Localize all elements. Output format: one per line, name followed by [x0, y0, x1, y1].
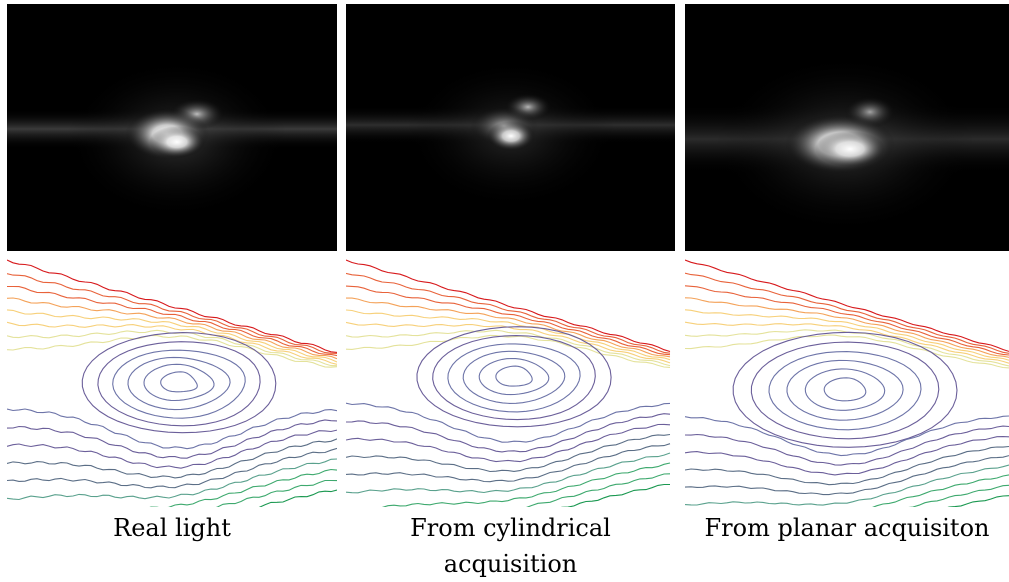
contour-line	[215, 479, 337, 507]
contour-line	[7, 458, 337, 501]
contour-line	[346, 259, 671, 353]
contour-line	[7, 438, 337, 479]
contour-line	[685, 436, 1009, 476]
contour-line	[346, 329, 671, 367]
contour-line	[526, 473, 671, 507]
contour-ring	[97, 341, 261, 427]
contour-ring	[112, 349, 246, 419]
contour-line	[685, 309, 1009, 361]
contour-ring	[143, 363, 215, 402]
contour-line	[346, 413, 671, 453]
contour-line	[346, 309, 671, 361]
contour-line	[685, 285, 1009, 356]
contour-line	[685, 321, 1009, 364]
contour-line	[7, 408, 337, 450]
contour-plot-planar	[685, 255, 1009, 507]
contour-ring	[786, 359, 904, 421]
contour-line	[346, 272, 671, 354]
contour-line	[346, 285, 671, 356]
contour-line	[149, 468, 337, 507]
contour-line	[7, 297, 337, 360]
contour-ring	[127, 356, 231, 411]
contour-line	[7, 321, 337, 365]
contour-ring	[732, 331, 958, 448]
contour-line	[908, 484, 1009, 507]
contour-line	[872, 474, 1009, 507]
contour-line	[346, 452, 671, 494]
contour-line	[7, 285, 337, 357]
contour-line	[7, 429, 337, 469]
caption-real-light: Real light	[113, 514, 231, 542]
contour-line	[685, 334, 1009, 369]
contour-line	[685, 415, 1009, 457]
contour-line	[258, 489, 337, 507]
contour-line	[947, 495, 1009, 507]
contour-line	[346, 433, 671, 473]
contour-line	[685, 297, 1009, 358]
caption-cylindrical-acquisition: From cylindrical acquisition	[410, 514, 611, 578]
contour-ring	[823, 377, 867, 402]
contour-ring	[81, 332, 277, 434]
contour-ring	[160, 371, 198, 393]
contour-line	[685, 425, 1009, 466]
contour-line	[685, 272, 1009, 354]
contour-line	[346, 297, 671, 358]
contour-line	[7, 273, 337, 355]
light-render-real	[7, 4, 337, 251]
contour-line	[7, 259, 337, 353]
contour-line	[346, 443, 671, 483]
contour-line	[346, 334, 671, 368]
contour-ring	[478, 357, 550, 396]
contour-ring	[462, 350, 566, 404]
contour-ring	[768, 351, 922, 431]
contour-ring	[804, 368, 886, 411]
contour-line	[685, 455, 1009, 496]
contour-line	[685, 445, 1009, 486]
contour-line	[381, 462, 671, 507]
contour-ring	[432, 335, 596, 421]
contour-line	[7, 334, 337, 368]
light-render-planar	[685, 4, 1009, 251]
contour-line	[7, 419, 337, 459]
contour-plot-cylindrical	[346, 255, 675, 507]
contour-line	[346, 423, 671, 463]
contour-line	[560, 483, 670, 507]
contour-plot-real	[7, 255, 337, 507]
caption-planar-acquisition: From planar acquisiton	[704, 514, 990, 542]
contour-ring	[447, 343, 581, 413]
contour-line	[7, 447, 337, 489]
contour-ring	[495, 365, 533, 387]
contour-line	[685, 259, 1009, 352]
contour-ring	[750, 341, 940, 440]
light-render-cylindrical	[346, 4, 675, 251]
contour-line	[685, 464, 1009, 506]
contour-line	[346, 402, 671, 443]
contour-line	[7, 309, 337, 363]
contour-ring	[416, 326, 612, 428]
